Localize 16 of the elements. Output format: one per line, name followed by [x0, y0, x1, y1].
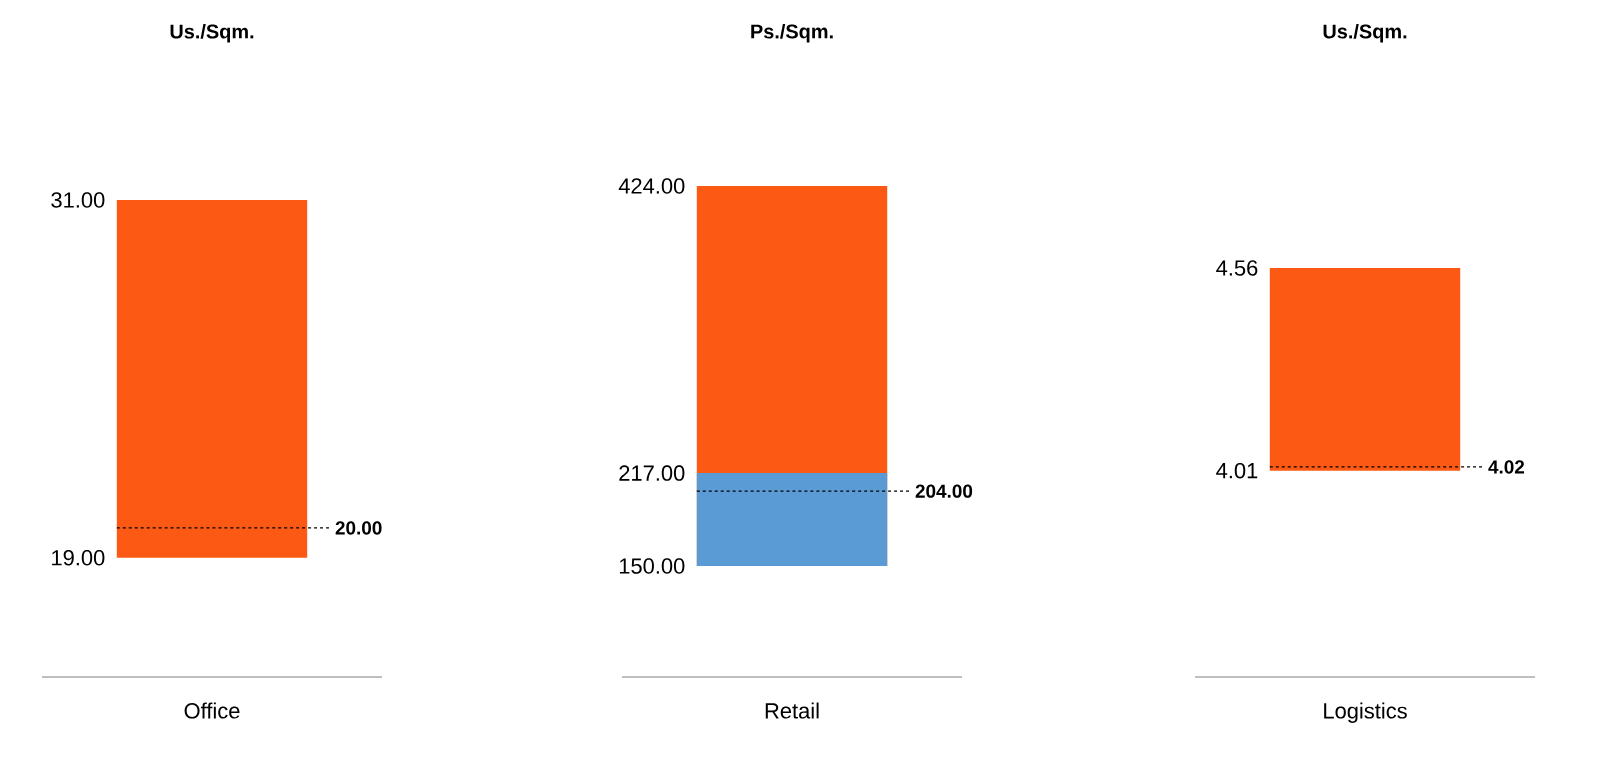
y-tick-label: 150.00	[619, 558, 685, 574]
x-tick-label: Logistics	[1324, 702, 1407, 723]
chart-title: Ps./Sqm.	[751, 23, 833, 43]
x-tick-label: Office	[184, 702, 240, 719]
y-tick-label: 424.00	[618, 178, 685, 194]
y-tick-label: 19.00	[52, 549, 105, 566]
y-tick-label: 217.00	[619, 465, 685, 481]
chart-title: Us./Sqm.	[170, 23, 254, 43]
y-tick-label: 31.00	[51, 192, 105, 208]
y-tick-label: 4.56	[1216, 260, 1258, 276]
ref-line-label: 20.00	[335, 521, 382, 535]
chart-title: Us./Sqm.	[1323, 23, 1407, 43]
x-tick-label: Retail	[765, 702, 819, 719]
ref-line-label: 4.02	[1488, 460, 1525, 474]
ref-line-label: 204.00	[915, 484, 973, 498]
y-tick-label: 4.01	[1216, 462, 1258, 479]
